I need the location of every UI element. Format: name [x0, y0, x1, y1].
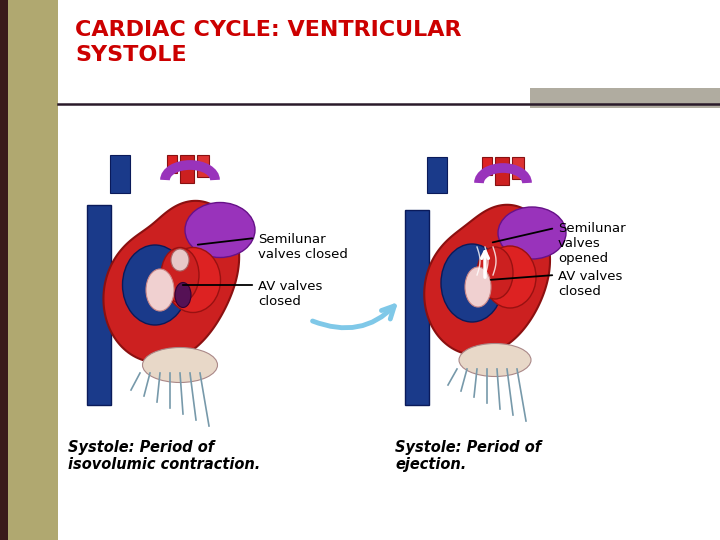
Ellipse shape	[459, 343, 531, 376]
Ellipse shape	[161, 247, 199, 302]
Ellipse shape	[122, 245, 187, 325]
Ellipse shape	[166, 247, 220, 313]
Bar	[110, 155, 130, 193]
Bar	[530, 88, 720, 108]
Text: Semilunar
valves
opened: Semilunar valves opened	[558, 222, 626, 265]
Text: CARDIAC CYCLE: VENTRICULAR
SYSTOLE: CARDIAC CYCLE: VENTRICULAR SYSTOLE	[75, 20, 462, 65]
Text: Systole: Period of
ejection.: Systole: Period of ejection.	[395, 440, 541, 472]
Bar	[512, 157, 524, 179]
Polygon shape	[104, 201, 239, 362]
Ellipse shape	[175, 282, 191, 307]
Bar	[0, 0, 58, 540]
Ellipse shape	[185, 202, 255, 258]
Ellipse shape	[484, 246, 536, 308]
Bar	[0, 0, 8, 540]
Bar	[482, 157, 492, 175]
Ellipse shape	[143, 348, 217, 382]
FancyArrowPatch shape	[312, 306, 395, 328]
Bar	[495, 157, 509, 185]
Bar	[197, 155, 209, 177]
Bar	[87, 205, 111, 405]
Bar	[167, 155, 177, 173]
Ellipse shape	[171, 249, 189, 271]
Ellipse shape	[441, 244, 503, 322]
Text: AV valves
closed: AV valves closed	[258, 280, 323, 308]
Ellipse shape	[498, 207, 566, 259]
Bar	[427, 157, 447, 193]
Polygon shape	[424, 205, 550, 355]
Bar	[180, 155, 194, 183]
Text: Systole: Period of
isovolumic contraction.: Systole: Period of isovolumic contractio…	[68, 440, 260, 472]
Bar	[405, 210, 429, 405]
Ellipse shape	[146, 269, 174, 311]
Ellipse shape	[465, 267, 491, 307]
Text: Semilunar
valves closed: Semilunar valves closed	[258, 233, 348, 261]
Ellipse shape	[477, 247, 513, 299]
Text: AV valves
closed: AV valves closed	[558, 270, 622, 298]
